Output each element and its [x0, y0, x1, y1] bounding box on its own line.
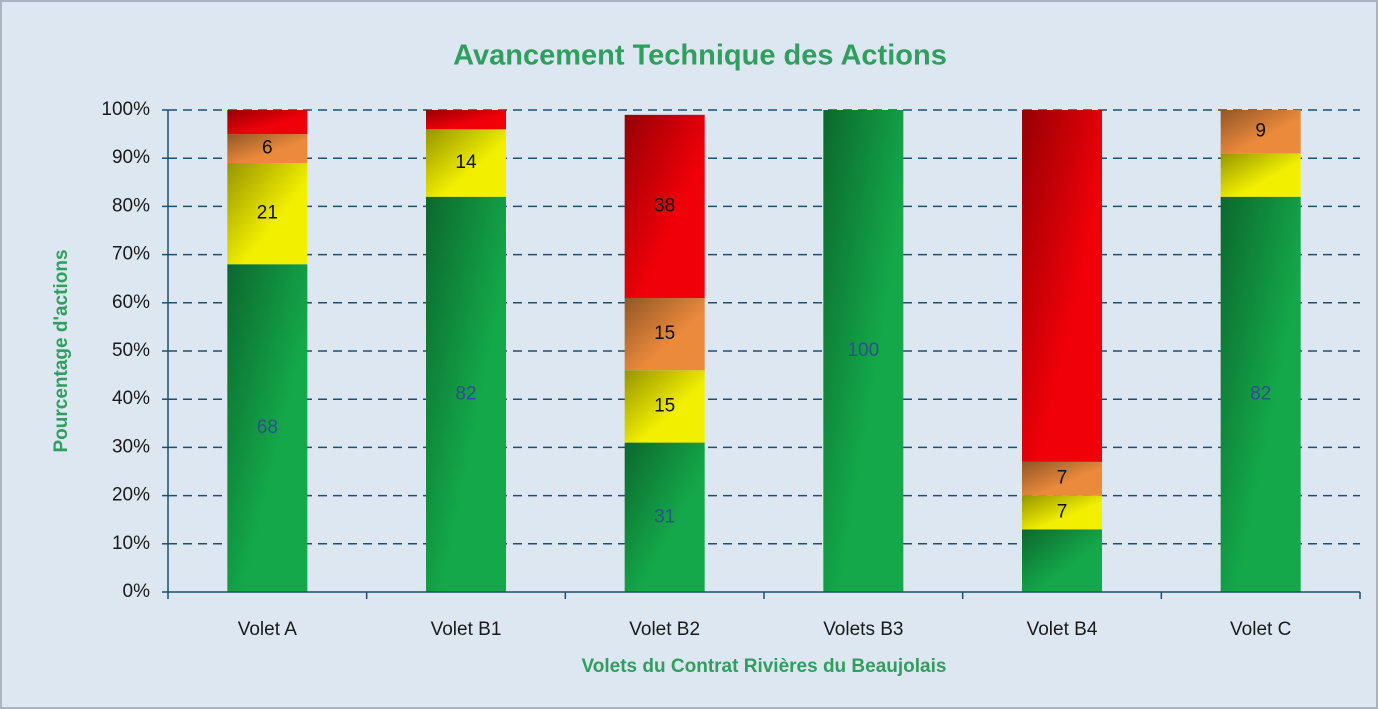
x-tick-label: Volet B4 [1027, 619, 1098, 640]
y-axis-title: Pourcentage d'actions [51, 249, 72, 452]
bar-segment [624, 114, 705, 298]
y-tick-label: 30% [112, 436, 150, 457]
bar-segment [426, 196, 506, 592]
y-tick-label: 60% [112, 292, 150, 313]
bar-segment [1022, 495, 1102, 530]
y-tick-label: 80% [112, 195, 150, 216]
bar-segment [1220, 196, 1301, 592]
data-label: 15 [654, 323, 675, 344]
bar-segment [823, 110, 904, 592]
bar-segment [426, 110, 506, 130]
x-tick-label: Volet A [238, 619, 297, 640]
chart-title: Avancement Technique des Actions [453, 40, 947, 72]
bar-segment [624, 442, 705, 592]
bar-segment [426, 129, 506, 197]
data-label: 82 [1250, 383, 1271, 404]
data-label: 6 [262, 138, 273, 159]
y-tick-label: 40% [112, 388, 150, 409]
y-tick-label: 20% [112, 485, 150, 506]
bar-segment [1022, 461, 1102, 496]
x-tick-label: Volet B1 [431, 619, 502, 640]
bar-segment [624, 370, 705, 443]
bar-segment [227, 110, 308, 135]
data-label: 38 [654, 195, 675, 216]
bar-segment [227, 134, 308, 164]
bar-segment [1220, 153, 1301, 197]
y-tick-label: 100% [101, 99, 150, 120]
data-label: 21 [257, 203, 278, 224]
data-label: 7 [1057, 501, 1068, 522]
x-tick-label: Volets B3 [823, 619, 903, 640]
bar-segment [1022, 529, 1102, 592]
x-tick-label: Volet C [1230, 619, 1291, 640]
x-tick-label: Volet B2 [629, 619, 700, 640]
bar-segment [624, 297, 705, 371]
y-tick-label: 90% [112, 147, 150, 168]
data-label: 15 [654, 395, 675, 416]
data-label: 82 [455, 383, 476, 404]
y-tick-label: 70% [112, 244, 150, 265]
bar-segment [227, 163, 308, 265]
y-tick-label: 0% [123, 581, 151, 602]
x-axis-title: Volets du Contrat Rivières du Beaujolais [582, 656, 947, 677]
y-tick-label: 50% [112, 340, 150, 361]
data-label: 7 [1057, 468, 1068, 489]
bar-segment [227, 264, 308, 592]
bar-segment [1220, 110, 1301, 154]
data-label: 31 [654, 506, 675, 527]
data-label: 100 [847, 340, 879, 361]
data-label: 14 [455, 152, 477, 173]
y-tick-label: 10% [112, 533, 150, 554]
data-label: 9 [1255, 121, 1266, 142]
data-label: 68 [257, 417, 278, 438]
bar-segment [1022, 110, 1102, 462]
